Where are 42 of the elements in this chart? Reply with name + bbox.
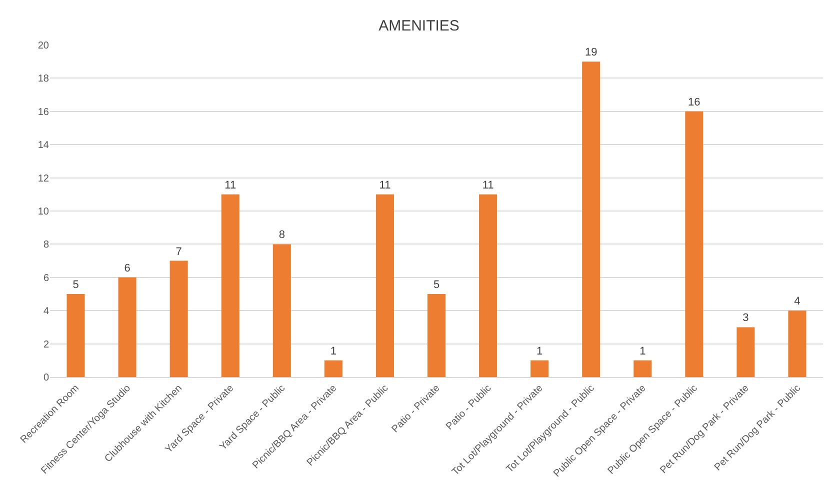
data-label: 7 bbox=[176, 246, 182, 258]
bar bbox=[634, 360, 652, 377]
y-tick-label: 8 bbox=[43, 240, 50, 251]
y-tick-label: 16 bbox=[38, 106, 50, 118]
data-label: 11 bbox=[482, 179, 494, 192]
data-label: 5 bbox=[433, 279, 440, 291]
y-tick-label: 12 bbox=[38, 173, 50, 184]
data-label: 6 bbox=[124, 262, 130, 274]
y-tick-label: 10 bbox=[38, 206, 50, 218]
data-label: 1 bbox=[536, 345, 543, 358]
bar bbox=[221, 194, 240, 377]
chart-title: AMENITIES bbox=[378, 18, 460, 35]
bar bbox=[479, 194, 498, 377]
bar bbox=[66, 294, 85, 377]
data-label: 11 bbox=[379, 179, 391, 192]
bar bbox=[788, 310, 806, 377]
y-tick-label: 20 bbox=[38, 40, 50, 52]
y-tick-label: 0 bbox=[43, 372, 50, 384]
data-label: 11 bbox=[224, 179, 236, 192]
data-label: 5 bbox=[72, 279, 79, 291]
data-label: 1 bbox=[330, 345, 336, 358]
data-label: 4 bbox=[794, 296, 800, 308]
y-tick-label: 4 bbox=[43, 306, 50, 318]
bar bbox=[118, 277, 136, 377]
bar bbox=[170, 260, 188, 377]
bar bbox=[272, 244, 291, 377]
bar bbox=[427, 294, 446, 377]
bar bbox=[376, 194, 394, 377]
y-tick-label: 14 bbox=[38, 140, 50, 152]
data-label: 1 bbox=[640, 345, 646, 358]
data-label: 8 bbox=[278, 229, 285, 242]
bar bbox=[685, 111, 704, 377]
data-label: 19 bbox=[584, 46, 598, 59]
bar bbox=[736, 327, 755, 377]
bar bbox=[324, 360, 342, 377]
bar bbox=[530, 360, 549, 377]
bar bbox=[582, 62, 600, 377]
data-label: 16 bbox=[688, 96, 700, 108]
y-tick-label: 6 bbox=[43, 272, 50, 284]
y-tick-label: 2 bbox=[43, 339, 50, 350]
data-label: 3 bbox=[742, 312, 749, 324]
y-tick-label: 18 bbox=[38, 74, 50, 85]
